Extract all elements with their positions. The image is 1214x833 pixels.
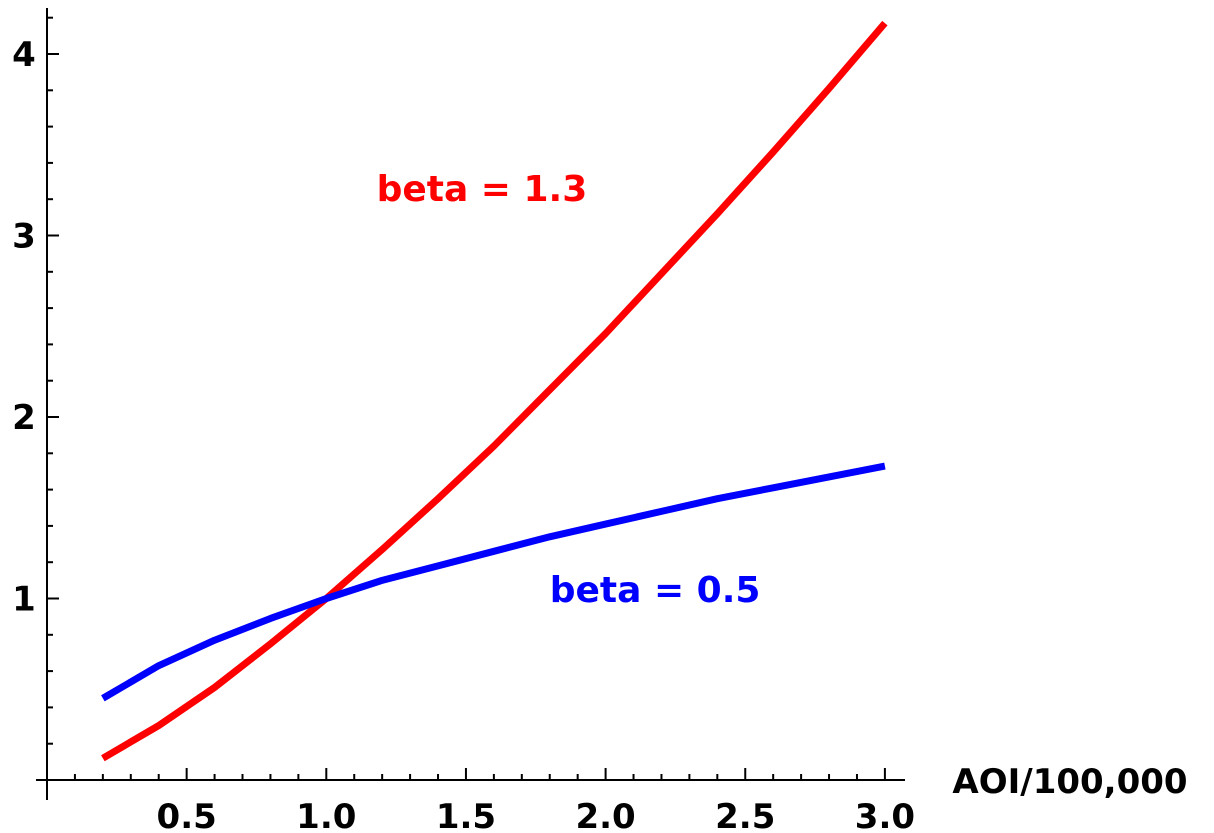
x-tick-label: 3.0: [855, 797, 915, 833]
series-label-beta-0-5: beta = 0.5: [550, 570, 761, 611]
series-line-beta-1-3: [101, 20, 888, 762]
ticks: 0.5 1.0 1.5 2.0 2.5 3.0 1 2 3 4: [12, 16, 915, 833]
annotation-layer: beta = 1.3 beta = 0.5: [377, 169, 761, 611]
x-tick-label: 0.5: [157, 797, 217, 833]
y-tick-label: 1: [12, 580, 36, 620]
x-tick-label: 2.0: [575, 797, 635, 833]
axes: 0.5 1.0 1.5 2.0 2.5 3.0 1 2 3 4 AOI/100,000: [12, 8, 1188, 833]
series-line-beta-0-5: [101, 462, 886, 702]
x-axis-title: AOI/100,000: [952, 762, 1187, 802]
y-tick-label: 4: [12, 35, 36, 75]
x-tick-label: 1.5: [436, 797, 496, 833]
series-label-beta-1-3: beta = 1.3: [377, 169, 588, 210]
series-layer: [101, 20, 888, 762]
y-tick-label: 2: [12, 398, 36, 438]
x-tick-label: 1.0: [296, 797, 356, 833]
x-tick-label: 2.5: [715, 797, 775, 833]
y-tick-label: 3: [12, 217, 36, 257]
